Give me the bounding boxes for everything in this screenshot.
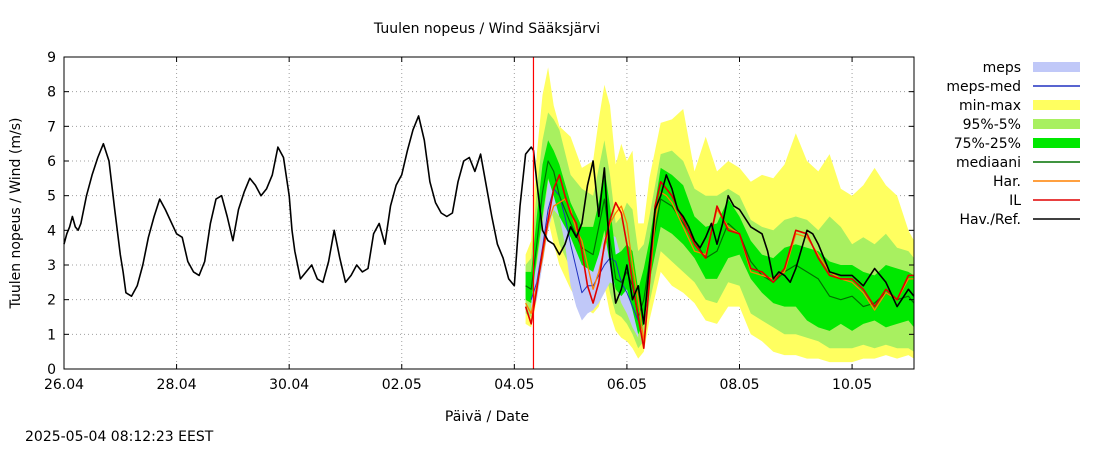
legend-item-p75-25: 75%-25% <box>954 136 1080 152</box>
plot-border <box>63 56 915 370</box>
legend-label: min-max <box>959 98 1021 114</box>
legend-swatch <box>1033 62 1080 72</box>
series-meps-med <box>530 188 639 321</box>
y-tick-label: 7 <box>47 119 56 135</box>
y-tick-label: 2 <box>47 293 56 309</box>
legend-label: 75%-25% <box>954 136 1021 152</box>
legend-label: meps <box>983 60 1021 76</box>
y-tick-label: 5 <box>47 189 56 205</box>
x-tick-label: 30.04 <box>269 377 309 393</box>
chart-title: Tuulen nopeus / Wind Sääksjärvi <box>373 21 600 37</box>
legend-label: 95%-5% <box>963 117 1021 133</box>
legend-label: Hav./Ref. <box>959 212 1021 228</box>
legend-label: Har. <box>993 174 1021 190</box>
y-tick-label: 6 <box>47 154 56 170</box>
series-il <box>524 174 914 350</box>
y-tick-label: 3 <box>47 258 56 274</box>
series-obs <box>63 115 915 325</box>
legend-item-meps: meps <box>983 60 1080 76</box>
legend-item-median: mediaani <box>956 155 1080 171</box>
legend-item-har: Har. <box>993 174 1080 190</box>
legend-item-p95-5: 95%-5% <box>963 117 1080 133</box>
x-tick-label: 08.05 <box>719 377 759 393</box>
y-tick-label: 0 <box>47 362 56 378</box>
y-axis-label: Tuulen nopeus / Wind (m/s) <box>8 118 24 310</box>
legend-label: meps-med <box>946 79 1021 95</box>
x-axis-ticks: 26.04 28.04 30.04 02.05 04.05 06.05 08.05 10.05 <box>44 57 872 393</box>
legend-label: IL <box>1009 193 1021 209</box>
y-tick-label: 1 <box>47 327 56 343</box>
lines <box>63 115 915 350</box>
x-axis-label: Päivä / Date <box>445 409 529 425</box>
legend-item-meps-med: meps-med <box>946 79 1080 95</box>
legend-item-minmax: min-max <box>959 98 1080 114</box>
legend-swatch <box>1033 119 1080 129</box>
legend-item-obs: Hav./Ref. <box>959 212 1080 228</box>
y-tick-label: 9 <box>47 50 56 66</box>
y-tick-label: 4 <box>47 223 56 239</box>
y-tick-label: 8 <box>47 85 56 101</box>
x-tick-label: 26.04 <box>44 377 84 393</box>
legend-swatch <box>1033 138 1080 148</box>
legend-item-il: IL <box>1009 193 1080 209</box>
x-tick-label: 06.05 <box>607 377 647 393</box>
legend: meps meps-med min-max 95%-5% 75%-25% mediaani… <box>946 60 1080 228</box>
x-tick-label: 10.05 <box>832 377 872 393</box>
timestamp: 2025-05-04 08:12:23 EEST <box>25 429 214 445</box>
x-tick-label: 28.04 <box>157 377 197 393</box>
legend-swatch <box>1033 100 1080 110</box>
y-axis-ticks: 0 1 2 3 4 5 6 7 8 9 <box>47 50 914 378</box>
x-tick-label: 02.05 <box>382 377 422 393</box>
legend-label: mediaani <box>956 155 1021 171</box>
x-tick-label: 04.05 <box>494 377 534 393</box>
